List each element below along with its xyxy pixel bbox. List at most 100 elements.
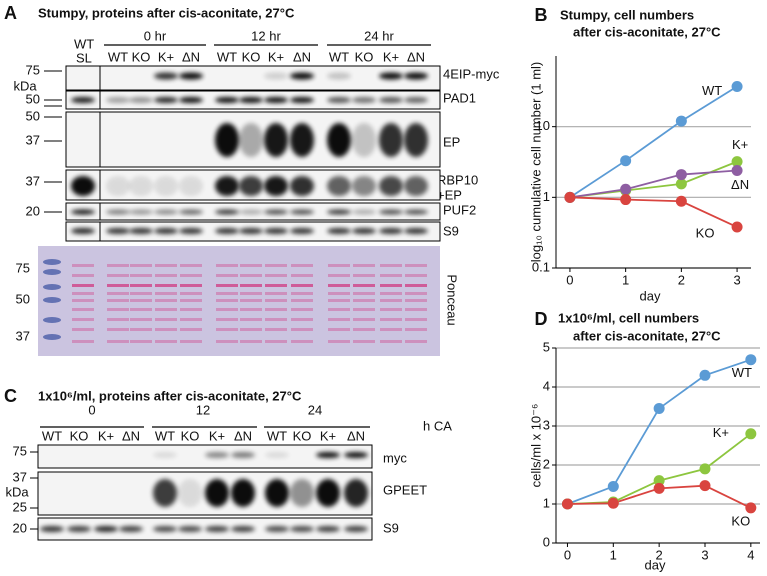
blot-band	[344, 526, 368, 532]
blot-band	[316, 452, 340, 458]
ponceau-band	[72, 308, 94, 311]
ponceau-band	[265, 318, 287, 321]
ponceau-band	[405, 264, 427, 267]
blot-band	[264, 209, 288, 215]
blot-band	[231, 526, 255, 532]
y-axis-label: cells/ml x 10⁻⁶	[528, 404, 543, 488]
blot-band	[344, 479, 368, 507]
ponceau-band	[240, 299, 262, 302]
y-tick-label: 3	[543, 417, 550, 432]
data-point	[675, 115, 687, 127]
ponceau-band	[130, 264, 152, 267]
blot-band	[379, 176, 403, 196]
lane-label: KO	[242, 49, 261, 64]
blot-band	[215, 123, 239, 157]
blot-band	[239, 123, 263, 157]
ponceau-band	[180, 264, 202, 267]
blot-band	[290, 209, 314, 215]
blot-band	[239, 228, 263, 234]
y-tick-label: 1	[543, 189, 550, 204]
blot-band	[205, 452, 229, 458]
data-point	[745, 502, 757, 514]
blot-band	[215, 209, 239, 215]
data-point	[699, 369, 711, 381]
chart-title: after cis-aconitate, 27°C	[573, 24, 721, 39]
ponceau-band	[240, 274, 262, 277]
ponceau-band	[130, 299, 152, 302]
ponceau-band	[130, 328, 152, 331]
series-line	[569, 85, 738, 199]
blot-band	[264, 176, 288, 196]
blot-band	[265, 479, 289, 507]
blot-band	[94, 526, 118, 532]
lane-label: K+	[98, 428, 114, 443]
ponceau-band	[265, 284, 287, 287]
blot-band	[404, 176, 428, 196]
blot-label: PAD1	[443, 90, 476, 105]
ponceau-marker: 75	[16, 260, 30, 275]
data-point	[653, 482, 665, 494]
blot-band	[316, 479, 340, 507]
marker-label: 50	[26, 108, 40, 123]
x-tick-label: 3	[701, 547, 708, 562]
blot-band	[264, 72, 288, 80]
data-point	[620, 194, 632, 206]
ponceau-band	[380, 328, 402, 331]
marker-label: 75	[26, 62, 40, 77]
ladder-band	[43, 297, 61, 303]
marker-label: 75	[13, 443, 27, 458]
marker-label: 37	[26, 173, 40, 188]
time-unit: h CA	[423, 418, 452, 433]
blot-band	[327, 97, 351, 103]
ponceau-band	[107, 264, 129, 267]
x-axis-label: day	[640, 288, 661, 303]
chart-title: Stumpy, cell numbers	[560, 7, 694, 22]
blot-band	[264, 123, 288, 157]
blot-band	[239, 209, 263, 215]
timepoint: 12	[196, 402, 210, 417]
ponceau-band	[180, 318, 202, 321]
data-point	[607, 480, 619, 492]
blot-band	[215, 176, 239, 196]
y-tick-label: 0	[543, 534, 550, 549]
blot-band	[290, 176, 314, 196]
blot-band	[290, 228, 314, 234]
panel-letter: B	[535, 5, 548, 25]
ponceau-band	[328, 308, 350, 311]
blot-band	[404, 209, 428, 215]
ponceau-band	[291, 284, 313, 287]
blot-band	[154, 176, 178, 196]
timepoint: 24 hr	[364, 28, 394, 43]
lane-label: K+	[158, 49, 174, 64]
blot-band	[129, 176, 153, 196]
ladder-band	[43, 259, 61, 265]
ponceau-band	[291, 264, 313, 267]
ponceau-band	[405, 340, 427, 343]
blot-band	[71, 176, 95, 196]
ponceau-band	[216, 274, 238, 277]
ponceau-band	[107, 318, 129, 321]
ponceau-band	[405, 318, 427, 321]
ponceau-band	[240, 308, 262, 311]
blot-band	[352, 123, 376, 157]
series-line	[569, 160, 738, 199]
ponceau-band	[353, 328, 375, 331]
ponceau-band	[107, 308, 129, 311]
blot-band	[215, 97, 239, 103]
blot-strip	[37, 444, 373, 469]
blot-band	[290, 526, 314, 532]
marker-label: 37	[26, 132, 40, 147]
ponceau-band	[353, 340, 375, 343]
blot-label: PUF2	[443, 202, 476, 217]
ponceau-band	[240, 318, 262, 321]
blot-band	[231, 479, 255, 507]
marker-label: 37	[13, 469, 27, 484]
ponceau-band	[328, 328, 350, 331]
blot-label: S9	[443, 223, 459, 238]
x-tick-label: 0	[566, 272, 573, 287]
ponceau-band	[216, 308, 238, 311]
x-axis-label: day	[645, 557, 666, 572]
ponceau-band	[130, 308, 152, 311]
marker-label: 50	[26, 91, 40, 106]
ponceau-band	[155, 299, 177, 302]
